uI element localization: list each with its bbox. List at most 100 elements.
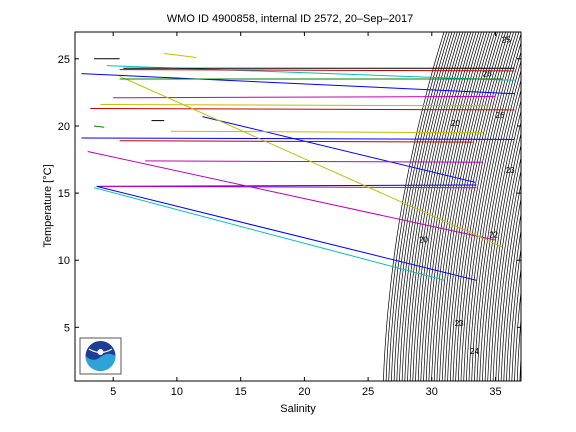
x-tick-label: 20 <box>298 386 310 398</box>
axis-ticks: 5 10 15 20 25 30 35 5 10 15 20 25 <box>58 32 521 398</box>
isopycnal-line <box>474 78 521 381</box>
profile-segment <box>94 125 105 128</box>
profile-segment <box>100 104 490 107</box>
isopycnal-line <box>536 32 576 381</box>
isopycnal-line <box>447 32 509 381</box>
isopycnal-line <box>508 246 521 381</box>
profile-segment <box>87 151 496 241</box>
profile-segment <box>202 116 476 183</box>
contour-label: 24 <box>470 347 479 356</box>
x-tick-label: 35 <box>489 386 501 398</box>
contour-label: 20 <box>419 236 428 245</box>
isopycnal-line <box>465 50 521 381</box>
isopycnal-line <box>468 59 521 381</box>
isopycnal-line <box>412 32 474 381</box>
profile-segment <box>100 185 477 189</box>
isopycnal-line <box>463 41 521 381</box>
profile-segment <box>164 53 197 58</box>
profile-segment <box>119 69 515 72</box>
isopycnal-line <box>409 32 472 381</box>
isopycnal-line <box>498 182 521 381</box>
y-tick-label: 5 <box>64 322 70 334</box>
isopycnal-line <box>500 196 521 381</box>
isopycnal-line <box>511 265 521 381</box>
isopycnal-line <box>533 32 576 381</box>
isopycnal-line <box>495 168 521 381</box>
isopycnal-line <box>460 32 521 381</box>
isopycnal-line <box>407 32 469 381</box>
y-tick-label: 10 <box>58 255 70 267</box>
x-tick-label: 30 <box>426 386 438 398</box>
profile-segment <box>96 185 477 281</box>
isopycnal-line <box>439 32 501 381</box>
contour-label: 25 <box>502 36 511 45</box>
contour-label: 26 <box>496 111 505 120</box>
isopycnal-line <box>441 32 504 381</box>
isopycnal-line <box>484 120 521 381</box>
x-tick-label: 5 <box>110 386 116 398</box>
profile-segment <box>90 108 515 111</box>
contour-label: 23 <box>506 166 515 175</box>
isopycnal-line <box>482 109 521 381</box>
isopycnal-line <box>487 131 521 381</box>
isopycnal-line <box>490 143 521 381</box>
isopycnal-line <box>539 32 576 381</box>
isopycnal-line <box>383 32 445 381</box>
isopycnal-line <box>415 32 477 381</box>
isopycnal-line <box>528 32 576 381</box>
profile-segment <box>119 75 503 248</box>
profile-segment <box>145 160 483 163</box>
contour-label: 20 <box>451 119 460 128</box>
profile-segment <box>81 137 515 140</box>
isopycnal-line <box>455 32 517 381</box>
isopycnal-line <box>506 228 521 381</box>
density-isolines <box>383 32 576 381</box>
isopycnal-line <box>420 32 482 381</box>
contour-label: 23 <box>455 319 464 328</box>
noaa-logo <box>79 337 122 375</box>
y-tick-label: 25 <box>58 54 70 66</box>
plot-area <box>75 32 521 381</box>
isopycnal-line <box>417 32 480 381</box>
isopycnal-line <box>476 88 521 381</box>
contour-label: 22 <box>489 230 498 239</box>
isopycnal-line <box>423 32 485 381</box>
isopycnal-line <box>514 288 521 381</box>
isopycnal-line <box>541 32 576 381</box>
profile-segment <box>81 73 515 95</box>
isopycnal-line <box>428 32 490 381</box>
chart-title: WMO ID 4900858, internal ID 2572, 20–Sep… <box>167 13 413 25</box>
isopycnal-line <box>519 351 521 381</box>
isopycnal-line <box>457 32 520 381</box>
isopycnal-line <box>492 156 521 381</box>
isopycnal-line <box>531 32 576 381</box>
y-axis-title: Temperature [°C] <box>42 164 54 247</box>
isopycnal-line <box>452 32 514 381</box>
isopycnal-line <box>436 32 498 381</box>
isopycnal-line <box>431 32 493 381</box>
isopycnal-line <box>479 99 521 381</box>
isopycnal-line <box>503 211 521 381</box>
profile-series <box>81 53 515 281</box>
x-tick-label: 25 <box>362 386 374 398</box>
isopycnal-line <box>525 32 576 381</box>
x-tick-label: 15 <box>235 386 247 398</box>
isopycnal-line <box>449 32 512 381</box>
profile-segment <box>170 130 483 134</box>
profile-segment <box>113 95 496 99</box>
profile-segment <box>119 140 473 143</box>
contour-label: 26 <box>483 69 492 78</box>
y-tick-label: 20 <box>58 121 70 133</box>
x-axis-title: Salinity <box>280 403 316 415</box>
plot-frame <box>74 31 522 382</box>
isopycnal-line <box>444 32 506 381</box>
isopycnal-line <box>516 315 521 381</box>
isopycnal-line <box>471 69 521 381</box>
profile-segment <box>93 187 445 281</box>
isopycnal-line <box>523 32 576 381</box>
isopycnal-line <box>425 32 488 381</box>
x-tick-label: 10 <box>171 386 183 398</box>
y-tick-label: 15 <box>58 188 70 200</box>
